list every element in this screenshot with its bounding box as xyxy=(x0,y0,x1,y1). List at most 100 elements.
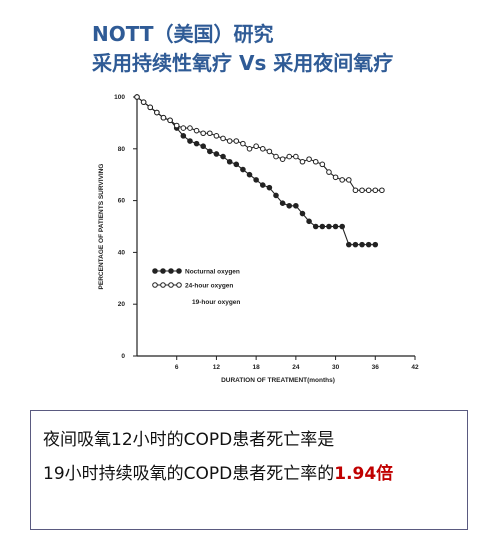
legend-marker xyxy=(160,282,166,288)
y-tick-label: 20 xyxy=(118,301,126,308)
data-point xyxy=(346,241,352,248)
data-point xyxy=(306,156,312,162)
data-point xyxy=(167,117,173,124)
data-point xyxy=(372,187,379,194)
data-point xyxy=(207,130,213,137)
title-line: 采用持续性氧疗 Vs 采用夜间氧疗 xyxy=(92,51,394,75)
data-point xyxy=(332,223,339,230)
data-point xyxy=(286,202,293,209)
x-tick-label: 42 xyxy=(411,364,419,371)
data-point xyxy=(326,169,332,175)
data-point xyxy=(187,138,193,144)
data-point xyxy=(372,241,379,248)
title-line: NOTT（美国）研究 xyxy=(92,22,274,46)
data-point xyxy=(246,171,253,178)
legend-marker xyxy=(168,268,174,274)
data-point xyxy=(253,143,259,150)
y-axis-label: PERCENTAGE OF PATIENTS SURVIVING xyxy=(98,164,105,290)
data-point xyxy=(359,187,365,194)
data-point xyxy=(193,127,200,134)
data-point xyxy=(207,148,213,155)
text-line: 19小时持续吸氧的COPD患者死亡率的1.94倍 xyxy=(43,457,467,491)
data-point xyxy=(365,187,372,194)
data-point xyxy=(279,200,286,206)
data-point xyxy=(147,104,154,111)
x-tick-label: 6 xyxy=(175,364,179,371)
data-point xyxy=(273,192,279,199)
legend-marker xyxy=(168,282,174,288)
data-point xyxy=(233,138,240,144)
data-point xyxy=(246,146,253,152)
data-point xyxy=(312,158,319,165)
data-point xyxy=(173,122,180,129)
legend-marker xyxy=(152,268,158,274)
data-point xyxy=(220,135,226,142)
data-point xyxy=(180,133,187,139)
series-line xyxy=(136,96,376,246)
data-point xyxy=(160,114,167,121)
text-box: 夜间吸氧12小时的COPD患者死亡率是 19小时持续吸氧的COPD患者死亡率的1… xyxy=(30,410,468,530)
data-point xyxy=(154,109,160,116)
data-point xyxy=(359,241,365,248)
y-tick-label: 40 xyxy=(118,249,126,256)
data-point xyxy=(253,177,259,183)
x-tick-label: 24 xyxy=(292,364,300,371)
data-point xyxy=(339,223,345,230)
data-point xyxy=(293,153,299,160)
x-tick-label: 18 xyxy=(253,364,261,371)
legend-marker xyxy=(160,268,166,274)
highlight: 1.94倍 xyxy=(334,464,394,484)
y-tick-label: 100 xyxy=(114,94,125,101)
data-point xyxy=(213,151,220,157)
data-point xyxy=(319,161,326,168)
data-point xyxy=(213,133,220,139)
data-point xyxy=(266,148,273,155)
y-tick-label: 80 xyxy=(118,146,126,153)
data-point xyxy=(134,94,140,100)
data-point xyxy=(140,99,147,105)
data-point xyxy=(180,125,187,131)
text: 19小时持续吸氧的COPD患者死亡率的 xyxy=(43,464,335,484)
data-point xyxy=(200,143,206,150)
data-point xyxy=(352,241,359,248)
legend-marker xyxy=(176,282,182,288)
data-point xyxy=(365,241,372,248)
data-point xyxy=(379,187,385,194)
data-point xyxy=(299,210,306,217)
series-line xyxy=(136,96,382,191)
data-point xyxy=(332,174,339,181)
legend-label: 24-hour oxygen xyxy=(185,283,233,290)
data-point xyxy=(193,140,200,147)
data-point xyxy=(299,158,306,165)
data-point xyxy=(240,140,246,147)
data-point xyxy=(293,202,299,209)
data-point xyxy=(259,182,266,188)
data-point xyxy=(326,223,332,230)
y-tick-label: 0 xyxy=(121,353,125,360)
data-point xyxy=(226,138,233,144)
data-point xyxy=(286,153,293,160)
legend-marker xyxy=(176,268,182,274)
chart: 0 20 40 60 80 100 6 12 18 24 30 36 42 DURATION OF TRE… xyxy=(98,94,419,384)
y-tick-label: 60 xyxy=(118,198,126,205)
data-point xyxy=(259,146,266,152)
data-point xyxy=(339,177,345,183)
x-tick-label: 36 xyxy=(372,364,380,371)
x-tick-label: 30 xyxy=(332,364,340,371)
data-point xyxy=(306,218,312,225)
data-point xyxy=(312,223,319,230)
legend-label: Nocturnal oxygen xyxy=(185,269,240,276)
data-point xyxy=(266,184,273,191)
data-point xyxy=(200,130,206,137)
data-point xyxy=(226,158,233,165)
legend-marker xyxy=(152,282,158,288)
data-point xyxy=(233,161,240,168)
data-point xyxy=(279,156,286,162)
data-point xyxy=(346,177,352,183)
data-point xyxy=(273,153,279,160)
data-point xyxy=(187,125,193,131)
data-point xyxy=(319,223,326,230)
x-tick-label: 12 xyxy=(213,364,221,371)
data-point xyxy=(240,166,246,173)
